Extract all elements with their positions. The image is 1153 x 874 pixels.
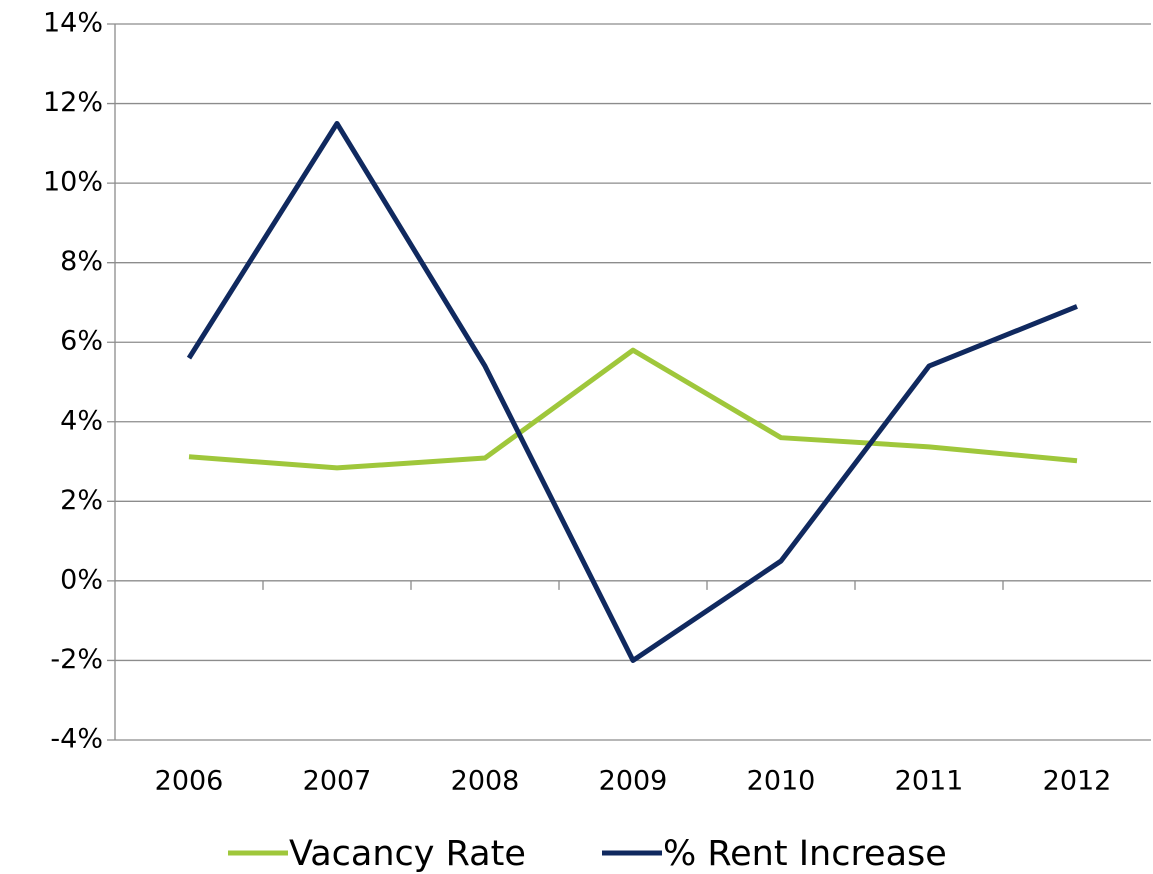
x-tick-label: 2012 — [1043, 766, 1112, 797]
y-tick-label: 0% — [60, 564, 103, 595]
x-tick-label: 2009 — [599, 766, 668, 797]
x-tick-label: 2011 — [895, 766, 964, 797]
y-tick-label: 10% — [43, 167, 103, 198]
y-tick-label: -2% — [50, 644, 103, 675]
series-line — [186, 120, 1078, 663]
y-tick-label: 6% — [60, 326, 103, 357]
legend-label: % Rent Increase — [663, 834, 947, 874]
y-tick-label: 8% — [60, 246, 103, 277]
x-tick-label: 2008 — [451, 766, 520, 797]
y-tick-label: 4% — [60, 405, 103, 436]
y-tick-label: -4% — [50, 724, 103, 755]
y-tick-label: 12% — [43, 87, 103, 118]
y-tick-label: 2% — [60, 485, 103, 516]
x-tick-label: 2006 — [155, 766, 224, 797]
y-tick-label: 14% — [43, 8, 103, 39]
legend-label: Vacancy Rate — [289, 834, 526, 874]
x-tick-label: 2007 — [303, 766, 372, 797]
x-tick-label: 2010 — [747, 766, 816, 797]
series-line — [188, 347, 1078, 471]
